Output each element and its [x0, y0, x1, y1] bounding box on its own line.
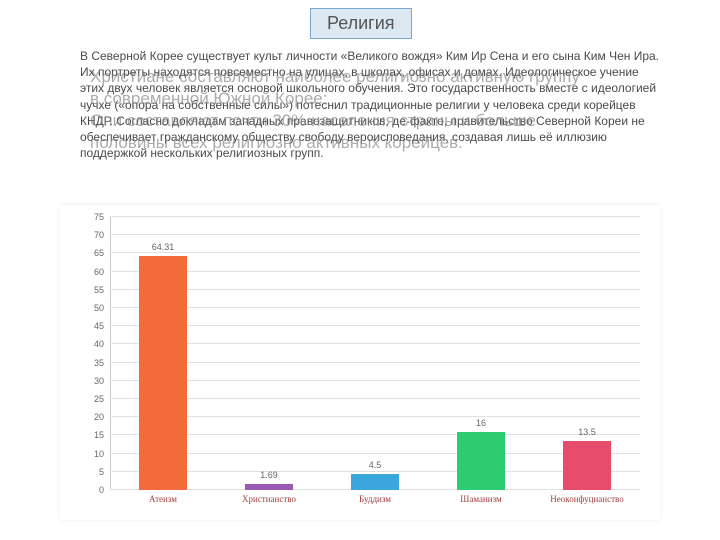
chart-ytick-label: 5	[99, 467, 104, 477]
chart-ytick-label: 25	[94, 394, 104, 404]
chart-ytick-label: 70	[94, 230, 104, 240]
chart-gridline	[110, 380, 640, 381]
chart-xtick-label: Атеизм	[149, 494, 177, 504]
chart-ytick-label: 55	[94, 285, 104, 295]
body-paragraph: В Северной Корее существует культ личнос…	[80, 48, 660, 161]
chart-bar-value: 13.5	[563, 427, 611, 437]
chart-plot-area: 05101520253035404550556065707564.31Атеиз…	[110, 217, 640, 490]
chart-xtick-label: Христианство	[242, 494, 296, 504]
chart-y-axis	[110, 217, 111, 490]
chart-gridline	[110, 453, 640, 454]
chart-gridline	[110, 289, 640, 290]
chart-ytick-label: 15	[94, 430, 104, 440]
chart-gridline	[110, 325, 640, 326]
chart-gridline	[110, 252, 640, 253]
chart-ytick-label: 40	[94, 339, 104, 349]
chart-bar: 13.5	[563, 441, 611, 490]
chart-gridline	[110, 398, 640, 399]
chart-gridline	[110, 271, 640, 272]
chart-bar-value: 16	[457, 418, 505, 428]
chart-gridline	[110, 307, 640, 308]
chart-gridline	[110, 234, 640, 235]
religion-bar-chart: 0 5 10 15 20 25 30 35 40 45 50 55 60 65 70 75 64.31 Атеиз…	[60, 205, 660, 520]
chart-ytick-label: 20	[94, 412, 104, 422]
chart-ytick-label: 0	[99, 485, 104, 495]
chart-ytick-label: 30	[94, 376, 104, 386]
chart-bar-value: 1.69	[245, 470, 293, 480]
chart-ytick-label: 10	[94, 449, 104, 459]
chart-ytick-label: 45	[94, 321, 104, 331]
chart-gridline	[110, 343, 640, 344]
chart-bar: 1.69	[245, 484, 293, 490]
chart-gridline	[110, 416, 640, 417]
chart-ytick-label: 35	[94, 358, 104, 368]
chart-gridline	[110, 216, 640, 217]
chart-xtick-label: Шаманизм	[460, 494, 501, 504]
chart-bar-value: 4.5	[351, 460, 399, 470]
chart-ytick-label: 50	[94, 303, 104, 313]
chart-ytick-label: 60	[94, 267, 104, 277]
chart-gridline	[110, 362, 640, 363]
chart-gridline	[110, 434, 640, 435]
chart-bar-value: 64.31	[139, 242, 187, 252]
chart-bar: 4.5	[351, 474, 399, 490]
chart-ytick-label: 75	[94, 212, 104, 222]
chart-bar: 16	[457, 432, 505, 490]
chart-xtick-label: Неоконфуцианство	[550, 494, 623, 504]
chart-bar: 64.31	[139, 256, 187, 490]
chart-gridline	[110, 471, 640, 472]
page-title-pill: Религия	[310, 8, 412, 39]
chart-ytick-label: 65	[94, 248, 104, 258]
chart-xtick-label: Буддизм	[359, 494, 391, 504]
